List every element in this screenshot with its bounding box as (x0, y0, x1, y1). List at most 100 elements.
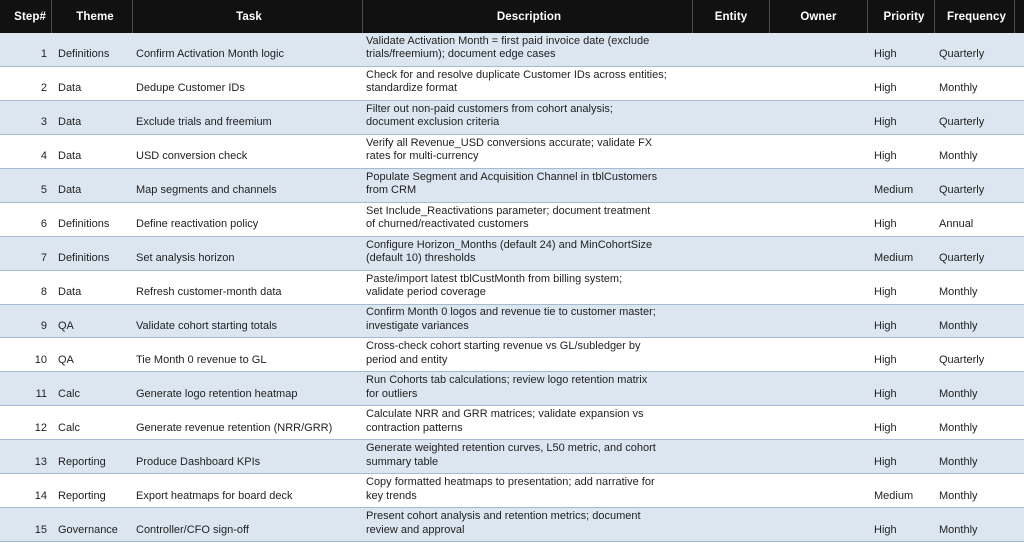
cell-entity[interactable] (693, 169, 770, 202)
cell-description[interactable]: Configure Horizon_Months (default 24) an… (366, 238, 653, 265)
column-header-owner[interactable]: Owner (770, 0, 868, 33)
cell-entity[interactable] (693, 474, 770, 507)
cell-owner[interactable] (770, 372, 868, 405)
cell-description[interactable]: Check for and resolve duplicate Customer… (366, 68, 667, 95)
cell-task[interactable]: Export heatmaps for board deck (136, 489, 293, 502)
cell-theme[interactable]: Data (58, 150, 82, 163)
cell-frequency[interactable]: Quarterly (939, 48, 985, 61)
cell-entity[interactable] (693, 406, 770, 439)
cell-entity[interactable] (693, 135, 770, 168)
cell-entity[interactable] (693, 237, 770, 270)
cell-entity[interactable] (693, 203, 770, 236)
cell-frequency[interactable]: Quarterly (939, 252, 985, 265)
cell-description[interactable]: Calculate NRR and GRR matrices; validate… (366, 408, 644, 434)
cell-priority[interactable]: High (874, 455, 897, 468)
cell-priority[interactable]: High (874, 319, 897, 332)
cell-description[interactable]: Generate weighted retention curves, L50 … (366, 442, 656, 468)
cell-step[interactable]: 2 (40, 82, 47, 95)
cell-task[interactable]: Dedupe Customer IDs (136, 82, 245, 95)
cell-step[interactable]: 3 (40, 116, 47, 129)
cell-task[interactable]: Map segments and channels (136, 184, 277, 197)
cell-description[interactable]: Filter out non-paid customers from cohor… (366, 102, 613, 129)
cell-step[interactable]: 12 (34, 421, 47, 434)
cell-priority[interactable]: High (874, 116, 897, 129)
column-header-step[interactable]: Step# (0, 0, 52, 33)
cell-entity[interactable] (693, 101, 770, 134)
cell-description[interactable]: Populate Segment and Acquisition Channel… (366, 170, 658, 197)
cell-step[interactable]: 15 (34, 523, 47, 536)
cell-description[interactable]: Validate Activation Month = first paid i… (366, 34, 650, 61)
cell-priority[interactable]: High (874, 353, 897, 366)
cell-entity[interactable] (693, 508, 770, 541)
cell-step[interactable]: 14 (34, 489, 47, 502)
cell-task[interactable]: Set analysis horizon (136, 252, 235, 265)
cell-owner[interactable] (770, 508, 868, 541)
cell-frequency[interactable]: Quarterly (939, 353, 985, 366)
cell-owner[interactable] (770, 237, 868, 270)
cell-description[interactable]: Run Cohorts tab calculations; review log… (366, 374, 648, 400)
cell-theme[interactable]: Reporting (58, 489, 106, 502)
cell-priority[interactable]: High (874, 523, 897, 536)
cell-frequency[interactable]: Quarterly (939, 184, 985, 197)
cell-theme[interactable]: Reporting (58, 455, 106, 468)
cell-frequency[interactable]: Monthly (939, 421, 978, 434)
cell-theme[interactable]: Data (58, 116, 82, 129)
column-header-theme[interactable]: Theme (52, 0, 133, 33)
cell-owner[interactable] (770, 338, 868, 371)
cell-task[interactable]: Refresh customer-month data (136, 286, 282, 298)
cell-theme[interactable]: QA (58, 353, 74, 366)
cell-description[interactable]: Set Include_Reactivations parameter; doc… (366, 204, 651, 231)
cell-entity[interactable] (693, 305, 770, 338)
cell-step[interactable]: 5 (40, 184, 47, 197)
cell-priority[interactable]: High (874, 150, 897, 163)
cell-step[interactable]: 1 (40, 48, 47, 61)
cell-description[interactable]: Cross-check cohort starting revenue vs G… (366, 340, 641, 366)
column-header-priority[interactable]: Priority (868, 0, 935, 33)
cell-owner[interactable] (770, 203, 868, 236)
cell-theme[interactable]: QA (58, 319, 74, 332)
cell-entity[interactable] (693, 33, 770, 66)
cell-owner[interactable] (770, 101, 868, 134)
cell-description[interactable]: Present cohort analysis and retention me… (366, 510, 641, 536)
cell-step[interactable]: 8 (40, 286, 47, 298)
cell-entity[interactable] (693, 372, 770, 405)
cell-theme[interactable]: Calc (58, 421, 81, 434)
cell-owner[interactable] (770, 474, 868, 507)
cell-priority[interactable]: High (874, 421, 897, 434)
cell-theme[interactable]: Governance (58, 523, 118, 536)
cell-description[interactable]: Confirm Month 0 logos and revenue tie to… (366, 306, 656, 332)
cell-frequency[interactable]: Monthly (939, 286, 978, 298)
cell-task[interactable]: Generate revenue retention (NRR/GRR) (136, 421, 333, 434)
cell-owner[interactable] (770, 67, 868, 100)
cell-frequency[interactable]: Monthly (939, 455, 978, 468)
cell-frequency[interactable]: Monthly (939, 319, 978, 332)
cell-owner[interactable] (770, 135, 868, 168)
column-header-entity[interactable]: Entity (693, 0, 770, 33)
column-header-frequency[interactable]: Frequency (935, 0, 1015, 33)
cell-priority[interactable]: High (874, 48, 897, 61)
cell-frequency[interactable]: Monthly (939, 523, 978, 536)
cell-owner[interactable] (770, 305, 868, 338)
cell-step[interactable]: 9 (40, 319, 47, 332)
cell-step[interactable]: 11 (35, 387, 47, 400)
cell-priority[interactable]: High (874, 82, 897, 95)
cell-task[interactable]: Controller/CFO sign-off (136, 523, 249, 536)
cell-task[interactable]: Define reactivation policy (136, 218, 259, 231)
cell-theme[interactable]: Definitions (58, 218, 110, 231)
column-header-description[interactable]: Description (363, 0, 693, 33)
cell-owner[interactable] (770, 169, 868, 202)
cell-description[interactable]: Verify all Revenue_USD conversions accur… (366, 136, 653, 163)
cell-entity[interactable] (693, 67, 770, 100)
cell-entity[interactable] (693, 338, 770, 371)
cell-step[interactable]: 4 (40, 150, 47, 163)
cell-description[interactable]: Paste/import latest tblCustMonth from bi… (366, 272, 623, 299)
cell-priority[interactable]: High (874, 218, 897, 231)
cell-owner[interactable] (770, 271, 868, 304)
cell-task[interactable]: Exclude trials and freemium (136, 116, 272, 129)
cell-task[interactable]: Generate logo retention heatmap (136, 387, 298, 400)
cell-priority[interactable]: High (874, 387, 897, 400)
cell-theme[interactable]: Data (58, 184, 82, 197)
cell-frequency[interactable]: Monthly (939, 82, 978, 95)
cell-theme[interactable]: Definitions (58, 252, 110, 265)
cell-task[interactable]: Confirm Activation Month logic (136, 48, 284, 61)
